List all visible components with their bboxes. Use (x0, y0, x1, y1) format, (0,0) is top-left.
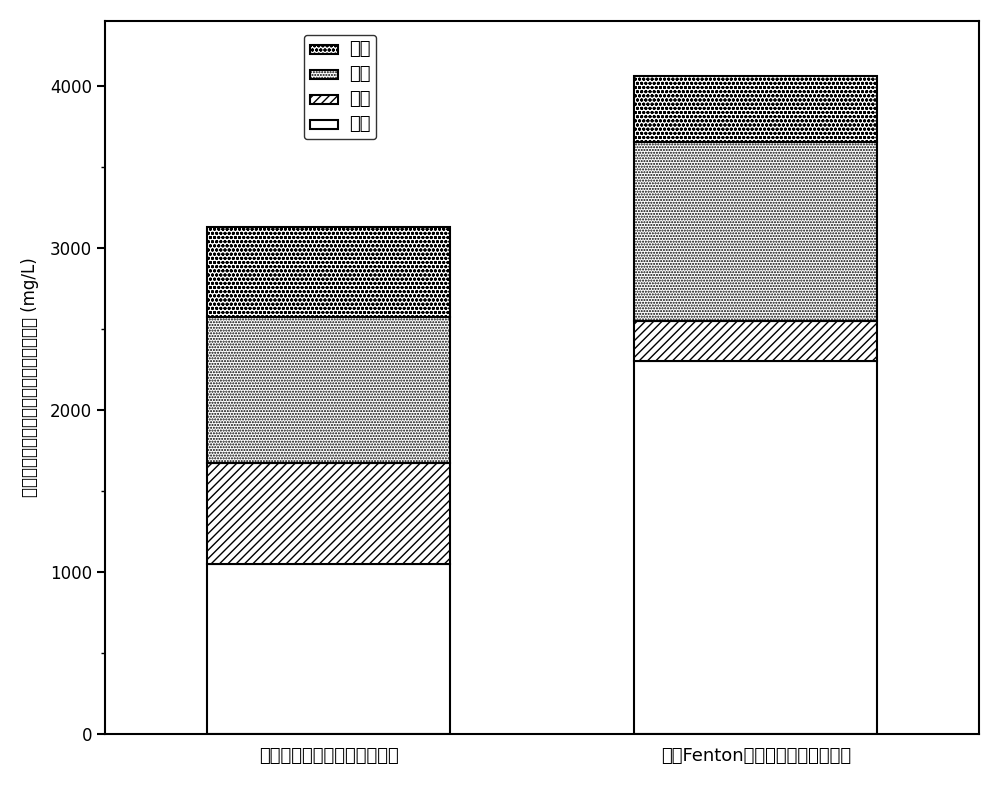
Y-axis label: 水解酸化反应器出料中挥发性有机酸浓度 (mg/L): 水解酸化反应器出料中挥发性有机酸浓度 (mg/L) (21, 258, 39, 498)
Bar (207, 226, 450, 318)
Bar (634, 76, 877, 142)
Legend: 戊酸, 丁酸, 丙酸, 乙酸: 戊酸, 丁酸, 丙酸, 乙酸 (304, 35, 376, 139)
Bar (634, 362, 877, 734)
Bar (207, 318, 450, 463)
Bar (634, 142, 877, 321)
Bar (634, 321, 877, 362)
Bar (207, 564, 450, 734)
Bar (207, 463, 450, 564)
